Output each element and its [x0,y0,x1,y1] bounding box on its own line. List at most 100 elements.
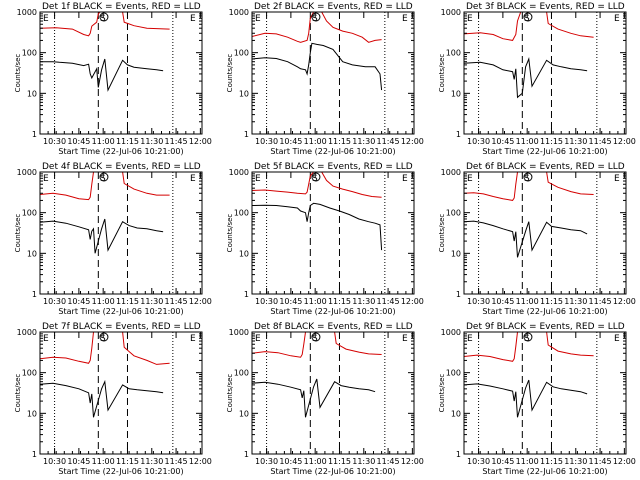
y-tick-label: 100 [22,209,37,218]
flag-label: S [524,174,530,184]
y-tick-label: 100 [234,369,249,378]
axis-frame [251,11,415,135]
x-tick-label: 12:00 [613,297,636,306]
flag-marker [99,172,109,182]
x-tick-label: 12:00 [401,457,424,466]
y-axis-label: Counts/sec [438,54,446,93]
y-tick-label: 100 [446,209,461,218]
y-tick-label: 10 [451,409,461,418]
y-axis-label: Counts/sec [226,374,234,413]
events-series [251,202,383,251]
flag-marker [311,12,321,22]
x-tick-label: 10:45 [279,137,302,146]
x-tick-label: 11:00 [516,457,539,466]
x-tick-label: 11:15 [328,137,351,146]
events-series [463,220,588,258]
x-axis-label: Start Time (22-Jul-06 10:21:00) [58,467,183,476]
y-tick-label: 1 [456,290,461,299]
x-tick-label: 10:30 [255,457,278,466]
x-tick-label: 11:00 [304,457,327,466]
x-tick-label: 11:00 [92,457,115,466]
panel-7: Det 7f BLACK = Events, RED = LLD 1 10 100 10… [14,322,212,476]
x-tick-label: 11:00 [92,297,115,306]
axis-frame [39,331,203,455]
panel-title: Det 2f BLACK = Events, RED = LLD [254,2,413,12]
y-tick-label: 1000 [441,328,461,337]
flag-label: E [467,14,473,24]
x-axis-label: Start Time (22-Jul-06 10:21:00) [270,467,395,476]
x-tick-label: 10:45 [279,297,302,306]
x-tick-label: 10:45 [67,457,90,466]
y-tick-label: 1 [244,130,249,139]
y-tick-label: 100 [22,369,37,378]
panel-title: Det 8f BLACK = Events, RED = LLD [254,322,413,332]
x-tick-label: 11:30 [140,137,163,146]
lld-series [251,171,382,198]
flag-label: S [100,174,106,184]
x-tick-label: 11:15 [328,297,351,306]
y-tick-label: 1000 [441,168,461,177]
lld-series [463,171,594,201]
y-tick-label: 1000 [229,168,249,177]
flag-label: E [190,174,196,184]
panel-2: Det 2f BLACK = Events, RED = LLD 1 10 100 10… [226,2,424,156]
flag-marker [523,172,533,182]
panel-9: Det 9f BLACK = Events, RED = LLD 1 10 100 10… [438,322,636,476]
x-tick-label: 10:45 [279,457,302,466]
x-tick-label: 11:15 [540,297,563,306]
y-tick-label: 100 [234,209,249,218]
y-tick-label: 10 [27,89,37,98]
flag-label: E [467,174,473,184]
x-axis-label: Start Time (22-Jul-06 10:21:00) [270,307,395,316]
x-tick-label: 10:30 [467,137,490,146]
x-tick-label: 11:00 [516,137,539,146]
x-tick-label: 10:30 [255,137,278,146]
y-tick-label: 1000 [17,8,37,17]
x-axis-label: Start Time (22-Jul-06 10:21:00) [482,467,607,476]
x-tick-label: 11:00 [304,297,327,306]
flag-label: S [524,14,530,24]
x-tick-label: 12:00 [189,457,212,466]
lld-series [463,11,594,41]
y-tick-label: 100 [22,49,37,58]
x-tick-label: 11:45 [589,457,612,466]
x-tick-label: 11:30 [352,137,375,146]
flag-label: E [43,334,49,344]
x-tick-label: 10:45 [67,297,90,306]
flag-label: S [100,334,106,344]
flag-label: E [402,334,408,344]
flag-label: E [614,334,620,344]
x-tick-label: 11:30 [564,457,587,466]
x-tick-label: 10:30 [255,297,278,306]
x-tick-label: 12:00 [189,137,212,146]
y-tick-label: 1000 [229,328,249,337]
y-tick-label: 100 [446,49,461,58]
events-series [39,379,164,418]
y-tick-label: 1 [32,290,37,299]
x-tick-label: 11:15 [328,457,351,466]
flag-label: E [255,14,261,24]
y-tick-label: 10 [451,89,461,98]
y-axis-label: Counts/sec [438,214,446,253]
axis-frame [251,331,415,455]
y-tick-label: 1 [32,130,37,139]
panel-4: Det 4f BLACK = Events, RED = LLD 1 10 100 10… [14,162,212,316]
x-tick-label: 11:00 [92,137,115,146]
y-tick-label: 10 [239,409,249,418]
y-tick-label: 10 [239,89,249,98]
flag-label: E [467,334,473,344]
flag-label: S [524,334,530,344]
events-series [463,379,588,418]
x-tick-label: 11:00 [304,137,327,146]
lld-series [39,171,170,201]
flag-label: E [402,174,408,184]
flag-label: E [43,174,49,184]
x-tick-label: 11:15 [116,457,139,466]
axis-frame [251,171,415,295]
lld-series [463,331,594,362]
x-tick-label: 10:30 [467,297,490,306]
x-tick-label: 11:45 [165,297,188,306]
panel-title: Det 1f BLACK = Events, RED = LLD [42,2,201,12]
flag-marker [311,172,321,182]
x-tick-label: 11:30 [564,297,587,306]
